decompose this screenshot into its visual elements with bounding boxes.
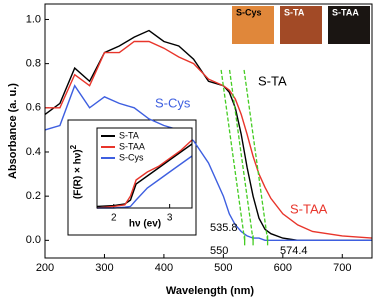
tangent-label: 550 [210,245,228,257]
photo-s-ta [280,6,322,44]
series-line [45,40,373,239]
tangent-label: 574.4 [280,245,308,257]
y-tick-label: 0.8 [26,58,41,70]
tangent-line [228,67,254,241]
photo-label: S-TAA [332,7,359,17]
y-axis-title: Absorbance (a. u.) [7,83,19,179]
series-line [96,143,193,208]
x-tick-label: 200 [36,262,54,274]
curve-label: S-Cys [155,95,191,110]
legend-label: S-TAA [119,141,145,151]
x-tick-label: 300 [95,262,113,274]
y-tick-label: 0.4 [26,146,41,158]
series-line [96,139,193,209]
tangent-line [243,67,269,241]
curve-label: S-TAA [290,201,328,216]
tangent-label: 535.8 [210,222,238,234]
x-tick-label: 600 [274,262,292,274]
y-tick-label: 1.0 [26,13,41,25]
photo-s-taa [328,6,370,44]
x-axis-title: hν (ev) [129,219,161,230]
inset-plot [97,128,192,208]
photo-s-cys [232,6,274,44]
series-line [44,84,372,241]
y-tick-label: 0.0 [26,234,41,246]
curve-label: S-TA [258,73,287,88]
photo-label: S-Cys [236,7,262,17]
x-tick-label: 700 [333,262,351,274]
legend-label: S-TA [119,130,139,140]
tangent-line [220,67,246,241]
x-tick-label: 2 [111,213,117,224]
y-tick-label: 0.6 [26,102,41,114]
x-tick-label: 400 [155,262,173,274]
plot-frame [44,3,373,259]
x-tick-label: 3 [167,213,173,224]
series-line [44,29,372,241]
y-axis-exponent: 2 [69,144,78,149]
y-axis-title: (F(R) × hν)2 [69,144,84,199]
x-tick-label: 500 [214,262,232,274]
legend-label: S-Cys [119,152,144,162]
x-axis-title: Wavelength (nm) [166,285,255,297]
y-tick-label: 0.2 [26,190,41,202]
photo-label: S-TA [284,7,305,17]
plot-frame [96,127,193,209]
